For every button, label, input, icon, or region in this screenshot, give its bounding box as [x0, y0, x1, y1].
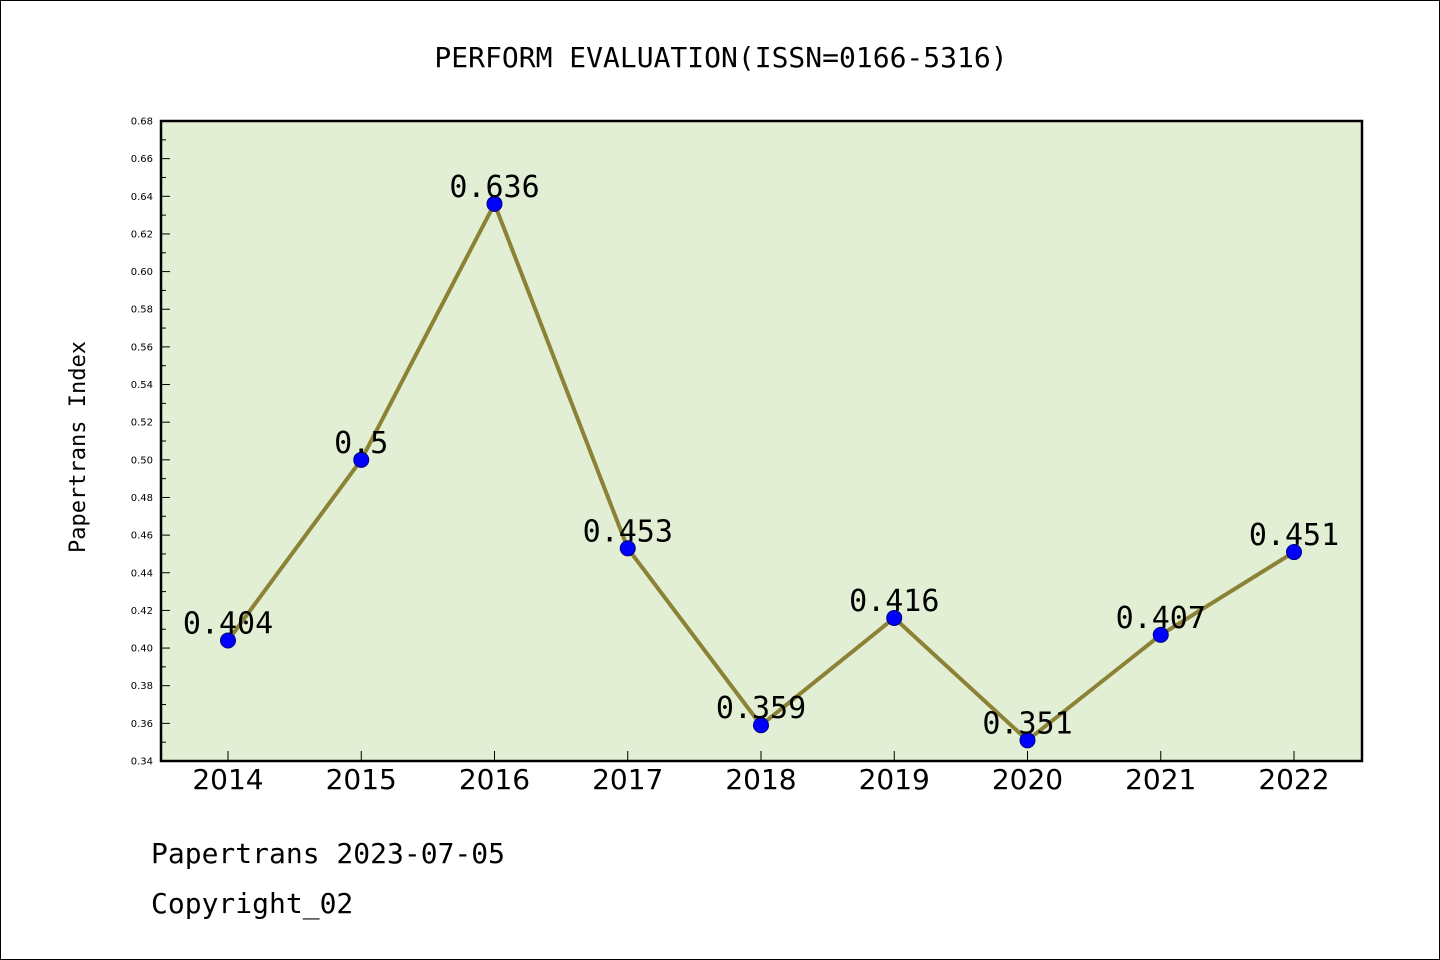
plot-area [159, 119, 1364, 763]
data-point [1019, 732, 1036, 749]
data-point [886, 609, 903, 626]
y-tick-label: 0.58 [131, 305, 153, 316]
y-tick-label: 0.48 [131, 493, 153, 504]
chart-title: PERFORM EVALUATION(ISSN=0166-5316) [434, 41, 1007, 74]
y-tick-label: 0.66 [131, 154, 153, 165]
y-tick-label: 0.44 [131, 568, 153, 579]
y-tick-label: 0.40 [131, 644, 153, 655]
x-tick-label: 2022 [1258, 763, 1329, 796]
x-tick-label: 2015 [326, 763, 397, 796]
x-tick-label: 2018 [725, 763, 796, 796]
x-tick-label: 2019 [859, 763, 930, 796]
y-tick-label: 0.34 [131, 757, 153, 768]
series-layer [220, 195, 1302, 749]
data-point [753, 717, 769, 734]
y-tick-label: 0.50 [131, 455, 153, 466]
data-label: 0.351 [982, 706, 1072, 741]
y-tick-label: 0.46 [131, 531, 153, 542]
y-tick-label: 0.64 [131, 192, 153, 203]
data-labels: 0.404 0.5 0.636 0.453 0.359 0.416 0.351 0.407 0.… [183, 170, 1339, 741]
x-tick-label: 2014 [192, 763, 263, 796]
x-tick-label: 2017 [592, 763, 663, 796]
data-label: 0.404 [183, 607, 273, 642]
y-tick-label: 0.42 [131, 606, 153, 617]
data-label: 0.407 [1116, 601, 1206, 636]
data-point [220, 632, 236, 649]
x-tick-label: 2016 [459, 763, 530, 796]
data-label: 0.453 [583, 514, 673, 549]
y-tick-label: 0.52 [131, 418, 153, 429]
data-point [1286, 544, 1302, 561]
y-tick-label: 0.54 [131, 380, 153, 391]
footer-copyright: Copyright_02 [151, 887, 354, 920]
data-point [1152, 626, 1169, 643]
y-tick-label: 0.38 [131, 681, 153, 692]
data-label: 0.5 [334, 426, 388, 461]
y-axis-label: Papertrans Index [66, 341, 91, 553]
data-label: 0.636 [449, 170, 539, 205]
y-tick-label: 0.36 [131, 719, 153, 730]
y-tick-label: 0.68 [131, 117, 153, 128]
data-label: 0.451 [1249, 518, 1339, 553]
data-label: 0.359 [716, 691, 806, 726]
y-axis-ticks: 0.34 0.36 0.38 0.40 0.42 0.44 0.46 0.48 0.50 0.52… [131, 117, 170, 768]
data-point [486, 195, 503, 212]
data-point [353, 451, 370, 468]
x-tick-label: 2020 [992, 763, 1063, 796]
footer-date: Papertrans 2023-07-05 [151, 837, 506, 870]
y-tick-label: 0.60 [131, 267, 153, 278]
y-tick-label: 0.56 [131, 342, 153, 353]
data-label: 0.416 [849, 584, 939, 619]
data-point [619, 540, 636, 557]
x-axis-ticks: 2014 2015 2016 2017 2018 2019 2020 2021 2022 [192, 751, 1330, 796]
y-tick-label: 0.62 [131, 229, 153, 240]
x-tick-label: 2021 [1125, 763, 1196, 796]
